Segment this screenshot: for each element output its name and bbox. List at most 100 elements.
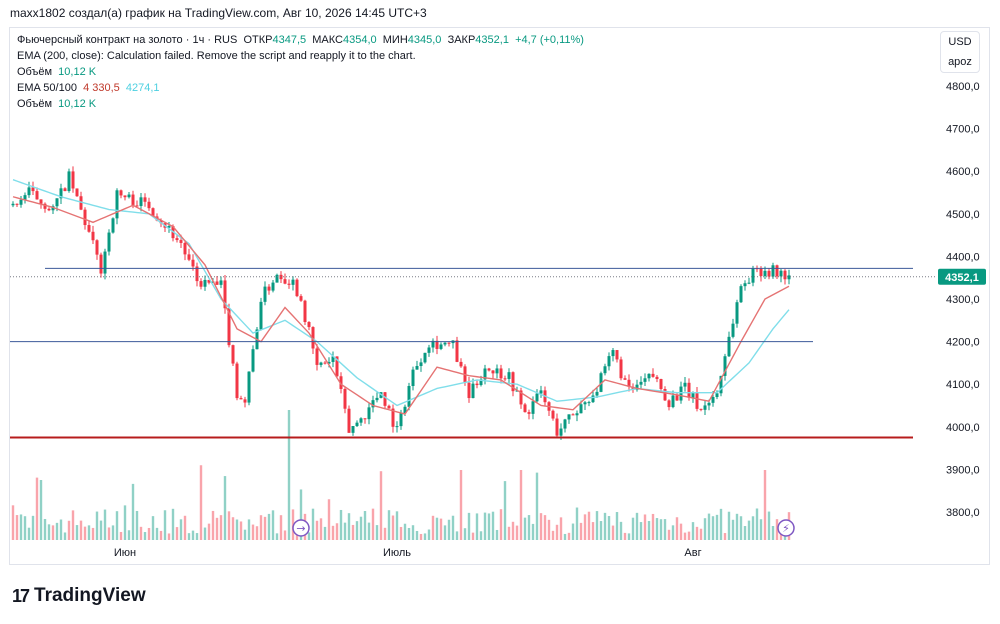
volume-bar: [727, 511, 731, 540]
volume-bar: [187, 533, 191, 540]
volume-bar: [223, 476, 227, 540]
candle-body: [687, 382, 691, 398]
volume-bar: [87, 525, 91, 540]
candle-body: [307, 322, 311, 328]
volume-bar: [367, 522, 371, 540]
candle-body: [243, 399, 247, 403]
volume-bar: [667, 529, 671, 540]
candle-body: [295, 279, 299, 297]
currency-unit-box[interactable]: USD apoz: [940, 31, 980, 73]
volume-bar: [503, 481, 507, 540]
symbol-title[interactable]: Фьючерсный контракт на золото · 1ч · RUS: [17, 34, 238, 46]
candle-body: [735, 302, 739, 324]
candle-body: [203, 279, 207, 287]
volume-bar: [335, 523, 339, 540]
ema200-error-text: EMA (200, close): Calculation failed. Re…: [17, 50, 416, 62]
event-marker-icon[interactable]: [777, 519, 795, 537]
volume-bar: [459, 470, 463, 540]
candle-body: [535, 393, 539, 402]
candle-body: [523, 404, 527, 413]
candle-body: [363, 418, 367, 420]
candle-body: [123, 195, 127, 198]
candle-body: [119, 190, 123, 196]
candle-body: [131, 194, 135, 206]
lightning-icon: ⚡: [782, 522, 790, 535]
volume-bar: [167, 533, 171, 540]
candle-body: [767, 270, 771, 277]
volume-bar: [255, 526, 259, 540]
volume-bar: [331, 525, 335, 540]
candle-body: [655, 376, 659, 380]
volume-bar: [455, 531, 459, 540]
volume-bar: [67, 520, 71, 540]
volume-bar: [447, 519, 451, 540]
candle-body: [323, 362, 327, 364]
volume-bar: [611, 525, 615, 540]
volume-bar: [251, 524, 255, 540]
candle-body: [319, 362, 323, 365]
volume-bar: [311, 508, 315, 540]
candle-body: [71, 171, 75, 189]
candle-body: [39, 199, 43, 204]
candle-body: [695, 392, 699, 409]
volume-bar: [207, 523, 211, 540]
candle-body: [327, 361, 331, 364]
volume-bar: [715, 514, 719, 540]
volume-bar: [131, 483, 135, 540]
candle-body: [151, 208, 155, 217]
event-marker-icon[interactable]: [292, 519, 310, 537]
candle-body: [399, 413, 403, 427]
volume-bar: [379, 471, 383, 540]
candle-body: [511, 372, 515, 392]
candle-body: [51, 206, 55, 211]
ema50-line: [12, 196, 790, 415]
candle-body: [79, 196, 83, 210]
candle-body: [395, 426, 399, 428]
candle-body: [407, 386, 411, 407]
candle-body: [779, 270, 783, 277]
legend-ema200[interactable]: EMA (200, close): Calculation failed. Re…: [17, 49, 416, 63]
legend-volume-2[interactable]: Объём 10,12 K: [17, 97, 96, 111]
volume-bar: [63, 532, 67, 540]
candle-body: [219, 280, 223, 285]
candle-body: [267, 286, 271, 291]
change-value: +4,7 (+0,11%): [515, 34, 584, 46]
volume-bar: [471, 532, 475, 540]
candle-body: [555, 418, 559, 436]
volume-bar: [371, 508, 375, 540]
candle-body: [483, 368, 487, 380]
tradingview-logo[interactable]: 17 TradingView: [12, 585, 146, 607]
volume-bar: [19, 514, 23, 540]
volume-bar: [279, 515, 283, 540]
volume-bar: [275, 533, 279, 540]
legend-ema-50-100[interactable]: EMA 50/100 4 330,5 4274,1: [17, 81, 160, 95]
candle-body: [763, 270, 767, 277]
volume-bar: [103, 509, 107, 540]
high-label: МАКС: [312, 34, 343, 46]
candle-body: [443, 342, 447, 345]
volume-bar: [539, 513, 543, 540]
volume-bar: [599, 521, 603, 540]
volume-bar: [267, 513, 271, 540]
candle-body: [291, 279, 295, 285]
candle-body: [223, 280, 227, 309]
tradingview-logo-text: TradingView: [34, 585, 146, 606]
candle-body: [611, 350, 615, 357]
candle-body: [455, 340, 459, 362]
y-tick-label: 4700,0: [946, 124, 980, 136]
candle-body: [643, 378, 647, 382]
high-value: 4354,0: [342, 34, 377, 46]
volume-bar: [731, 519, 735, 540]
y-tick-label: 4600,0: [946, 166, 980, 178]
volume-bar: [123, 505, 127, 540]
legend-volume-1[interactable]: Объём 10,12 K: [17, 65, 96, 79]
candle-body: [751, 268, 755, 283]
volume-bar: [299, 489, 303, 540]
volume-bar: [767, 511, 771, 540]
candle-body: [531, 401, 535, 414]
volume-bar: [135, 510, 139, 540]
candle-body: [107, 232, 111, 252]
volume-bar: [479, 531, 483, 540]
candle-body: [723, 356, 727, 376]
